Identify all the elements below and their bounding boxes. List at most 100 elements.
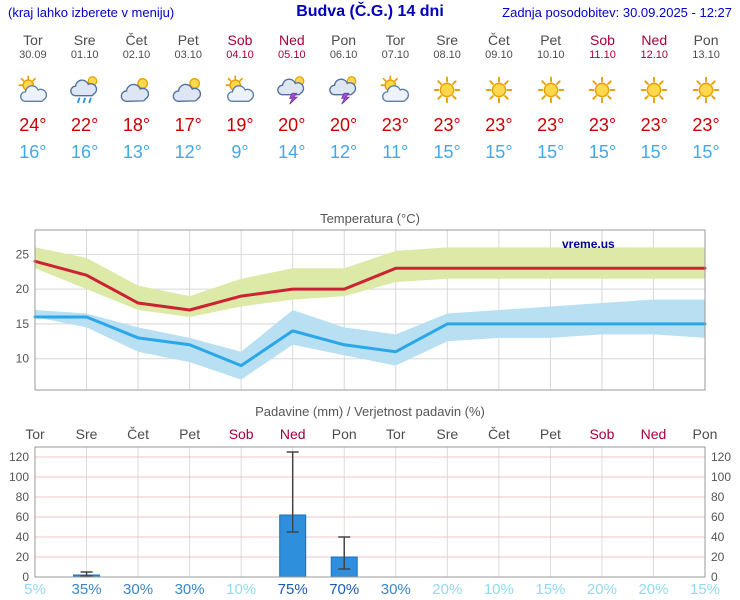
svg-text:20: 20: [16, 550, 30, 564]
high-temp: 24°: [19, 115, 47, 135]
svg-text:Tor: Tor: [386, 426, 406, 442]
forecast-day: Tor 07.10 23° 11°: [369, 32, 421, 163]
svg-text:70%: 70%: [329, 581, 359, 598]
low-temp: 13°: [122, 142, 151, 162]
day-name: Pon: [693, 32, 719, 48]
menu-hint: (kraj lahko izberete v meniju): [8, 5, 175, 20]
partly-cloudy-icon: [214, 74, 266, 108]
precip-whisker: [80, 571, 93, 577]
low-temp: 15°: [433, 142, 461, 162]
svg-text:40: 40: [711, 530, 725, 544]
forecast-strip: Tor 30.09 24° 16° Sre 01.10 22° 16° Čet 02.10 18° 1…: [7, 32, 732, 163]
svg-text:15%: 15%: [535, 581, 565, 598]
forecast-day: Tor 30.09 24° 16°: [7, 32, 59, 163]
svg-text:120: 120: [9, 450, 29, 464]
high-temp: 23°: [433, 115, 461, 135]
svg-text:20%: 20%: [638, 581, 668, 598]
svg-text:60: 60: [16, 510, 30, 524]
svg-text:0: 0: [711, 570, 718, 584]
day-date: 10.10: [536, 49, 565, 61]
svg-text:80: 80: [711, 490, 725, 504]
forecast-day: Čet 09.10 23° 15°: [473, 32, 525, 163]
svg-text:30%: 30%: [381, 581, 411, 598]
low-temp: 15°: [692, 142, 720, 162]
high-temp: 19°: [226, 115, 254, 135]
rain-icon: [59, 74, 111, 108]
high-temp: 20°: [278, 115, 306, 135]
sunny-icon: [473, 74, 525, 108]
day-name: Pon: [331, 32, 357, 48]
svg-text:20: 20: [711, 550, 725, 564]
mostly-cloudy-icon: [162, 74, 214, 108]
svg-text:80: 80: [16, 490, 30, 504]
high-temp: 20°: [329, 115, 358, 135]
partly-cloudy-icon: [7, 74, 59, 108]
svg-text:Sre: Sre: [76, 426, 98, 442]
day-name: Ned: [278, 32, 305, 48]
forecast-day: Pet 03.10 17° 12°: [162, 32, 214, 163]
sunny-icon: [628, 74, 680, 108]
temp-chart-title: Temperatura (°C): [320, 211, 420, 226]
mostly-cloudy-icon: [111, 74, 163, 108]
sunny-icon: [680, 74, 732, 108]
svg-text:Pon: Pon: [693, 426, 718, 442]
high-temp: 23°: [692, 115, 720, 135]
day-date: 05.10: [278, 49, 306, 61]
precip-plot-frame: [34, 446, 706, 578]
low-temp: 15°: [640, 142, 668, 162]
precip-whisker: [338, 536, 351, 570]
high-temp: 23°: [640, 115, 668, 135]
forecast-day: Pet 10.10 23° 15°: [525, 32, 577, 163]
low-temp: 15°: [485, 142, 513, 162]
low-temp: 16°: [71, 142, 99, 162]
forecast-day: Ned 12.10 23° 15°: [628, 32, 680, 163]
svg-text:Sob: Sob: [229, 426, 254, 442]
forecast-day: Sre 01.10 22° 16°: [59, 32, 111, 163]
svg-text:25: 25: [16, 247, 30, 261]
day-name: Ned: [641, 32, 668, 48]
sunny-icon: [577, 74, 629, 108]
day-date: 02.10: [122, 49, 151, 61]
day-date: 12.10: [640, 49, 669, 61]
precip-whisker: [286, 451, 299, 533]
day-date: 01.10: [70, 49, 99, 61]
svg-text:Ned: Ned: [280, 426, 306, 442]
forecast-day: Pon 13.10 23° 15°: [680, 32, 732, 163]
thunderstorm-icon: [266, 74, 318, 108]
svg-text:Pet: Pet: [179, 426, 200, 442]
day-date: 06.10: [329, 49, 358, 61]
svg-text:20%: 20%: [587, 581, 617, 598]
svg-text:60: 60: [711, 510, 725, 524]
day-name: Sob: [227, 32, 253, 48]
high-temp: 23°: [381, 115, 409, 135]
high-temp: 22°: [71, 115, 99, 135]
day-date: 11.10: [589, 49, 616, 61]
svg-text:100: 100: [711, 470, 731, 484]
svg-text:Ned: Ned: [641, 426, 667, 442]
day-name: Čet: [125, 32, 148, 48]
day-name: Sre: [73, 32, 96, 48]
high-temp: 18°: [122, 115, 151, 135]
last-update: Zadnja posodobitev: 30.09.2025 - 12:27: [502, 5, 732, 20]
svg-text:Pet: Pet: [540, 426, 561, 442]
low-temp: 9°: [231, 142, 249, 162]
svg-text:10%: 10%: [226, 581, 256, 598]
low-temp: 12°: [174, 142, 202, 162]
temp-y-axis-labels: 10 15 20 25: [16, 247, 30, 365]
low-temp: 16°: [19, 142, 47, 162]
day-name: Pet: [177, 32, 199, 48]
high-temp: 23°: [485, 115, 513, 135]
partly-cloudy-icon: [369, 74, 421, 108]
precip-hgrid: [35, 456, 705, 558]
day-name: Tor: [385, 32, 406, 48]
svg-text:20: 20: [16, 282, 30, 296]
day-date: 04.10: [226, 49, 254, 61]
min-temperature-band: [35, 299, 705, 380]
svg-text:30%: 30%: [175, 581, 205, 598]
sunny-icon: [421, 74, 473, 108]
low-temp: 11°: [382, 142, 409, 162]
high-temp: 17°: [174, 115, 202, 135]
day-date: 08.10: [433, 49, 461, 61]
svg-text:75%: 75%: [278, 581, 308, 598]
